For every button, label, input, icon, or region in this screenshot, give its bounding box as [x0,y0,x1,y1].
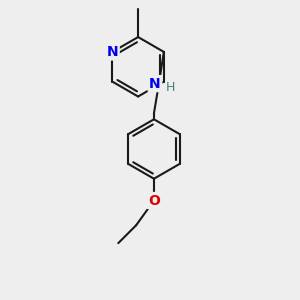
Text: N: N [149,76,161,91]
Text: N: N [106,45,118,59]
Text: H: H [166,81,176,94]
Text: O: O [148,194,160,208]
